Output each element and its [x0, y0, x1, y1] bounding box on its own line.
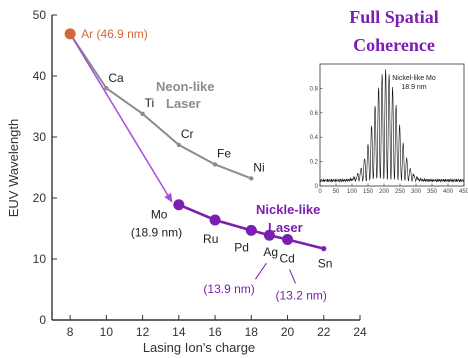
- neon-like-point: [249, 176, 254, 181]
- nickel-like-point: [321, 246, 327, 252]
- coherence-title-line2: Coherence: [353, 35, 435, 55]
- inset-x-tick-label: 350: [427, 189, 438, 195]
- ag-wavelength-label: (13.9 nm): [203, 282, 254, 296]
- inset-title-line1: Nickel-like Mo: [392, 75, 436, 82]
- cd-wavelength-label: (13.2 nm): [276, 288, 327, 302]
- nickel-like-point: [209, 214, 221, 226]
- inset-x-tick-label: 0: [318, 189, 322, 195]
- nickel-like-point: [263, 229, 275, 241]
- nickel-element-label: Cd: [280, 251, 295, 265]
- neon-series-label-line1: Neon-like: [156, 79, 215, 94]
- neon-element-label: Ni: [253, 160, 264, 174]
- y-tick-label: 40: [33, 69, 47, 83]
- coherence-title-line1: Full Spatial: [349, 7, 439, 27]
- y-tick-label: 20: [33, 191, 47, 205]
- nickel-element-label: Mo: [151, 208, 168, 222]
- inset-y-tick-label: 0.6: [310, 111, 319, 117]
- nickel-element-label: Pd: [234, 240, 249, 254]
- x-axis-title: Lasing Ion's charge: [143, 340, 255, 355]
- inset-y-tick-label: 0.8: [310, 86, 319, 92]
- inset-x-tick-label: 100: [347, 189, 358, 195]
- neon-like-point: [176, 142, 182, 148]
- nickel-element-label: Ag: [263, 245, 278, 259]
- x-tick-label: 18: [245, 325, 259, 339]
- axes: 8 10 12 14 16 18 20 22 24 0 10 20 30 40 50: [33, 8, 367, 339]
- inset-x-tick-label: 400: [443, 189, 454, 195]
- inset-y-tick-label: 0.4: [310, 135, 319, 141]
- neon-element-label: Ca: [108, 71, 124, 85]
- nickel-element-label: Sn: [318, 257, 333, 271]
- point-labels: Ar (46.9 nm) Ca Ti Cr Fe Ni Mo Ru Pd Ag Cd Sn (18.9 …: [81, 27, 332, 303]
- y-tick-label: 10: [33, 252, 47, 266]
- inset-x-tick-label: 150: [363, 189, 374, 195]
- x-tick-label: 8: [67, 325, 74, 339]
- x-tick-label: 24: [353, 325, 367, 339]
- nickel-like-point: [282, 233, 294, 245]
- x-tick-label: 16: [208, 325, 222, 339]
- neon-like-point: [104, 86, 109, 91]
- series-lines: [64, 28, 327, 252]
- neon-element-label: Fe: [217, 146, 231, 160]
- neon-series-label-line2: Laser: [166, 96, 201, 111]
- ar-to-mo-arrow: [69, 33, 173, 203]
- x-tick-label: 22: [317, 325, 331, 339]
- y-tick-label: 30: [33, 130, 47, 144]
- ag-annotation-line: [254, 262, 267, 280]
- ar-label: Ar (46.9 nm): [81, 27, 148, 41]
- inset-x-tick-label: 250: [395, 189, 406, 195]
- inset-fringe-profile: [319, 69, 465, 183]
- neon-like-line: [69, 33, 252, 180]
- ar-point: [64, 28, 76, 40]
- y-axis-title: EUV Wavelength: [6, 119, 21, 218]
- inset-title-line2: 18.9 nm: [401, 84, 426, 91]
- y-tick-label: 50: [33, 8, 47, 22]
- inset-x-tick-label: 300: [411, 189, 422, 195]
- nickel-like-point: [173, 199, 185, 211]
- nickel-like-line: [178, 203, 325, 250]
- x-tick-label: 20: [281, 325, 295, 339]
- nickel-series-label-line1: Nickle-like: [256, 202, 320, 217]
- mo-wavelength-label: (18.9 nm): [131, 226, 182, 240]
- inset-y-tick-label: 0: [315, 184, 319, 190]
- coherence-title: Full Spatial Coherence: [349, 7, 439, 55]
- neon-like-point: [212, 162, 218, 167]
- inset-x-tick-label: 50: [333, 189, 340, 195]
- inset-y-tick-label: 0.2: [310, 160, 319, 166]
- x-tick-label: 14: [172, 325, 186, 339]
- nickel-series-label-line2: Laser: [268, 220, 303, 235]
- nickel-like-point: [245, 224, 257, 236]
- inset-x-tick-label: 450: [459, 189, 468, 195]
- x-tick-label: 10: [100, 325, 114, 339]
- neon-like-point: [140, 111, 145, 117]
- x-tick-label: 12: [136, 325, 150, 339]
- inset-x-tick-label: 200: [379, 189, 390, 195]
- cd-annotation-line: [289, 269, 296, 284]
- nickel-element-label: Ru: [203, 232, 218, 246]
- coherence-inset-plot: 0 50 100 150 200 250 300 350 400 450 0 0.2 0.4 0.6 0.8…: [310, 63, 468, 195]
- neon-element-label: Cr: [181, 127, 194, 141]
- y-tick-label: 0: [39, 313, 46, 327]
- neon-element-label: Ti: [145, 96, 155, 110]
